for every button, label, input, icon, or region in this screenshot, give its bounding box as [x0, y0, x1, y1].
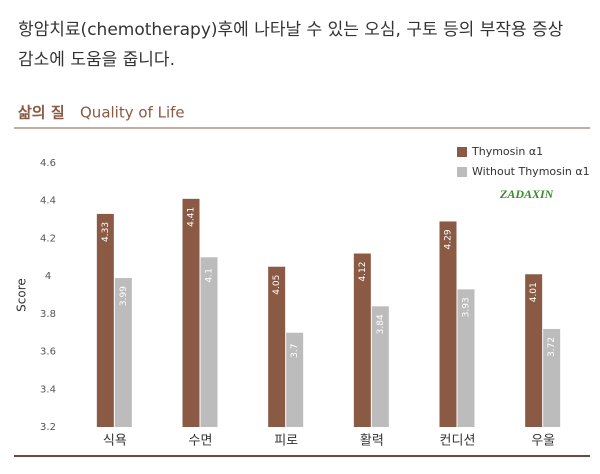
bar [268, 266, 286, 427]
bar [114, 278, 132, 427]
x-tick-label: 피로 [274, 434, 298, 449]
data-label: 4.33 [101, 222, 111, 242]
legend-swatch [457, 167, 467, 177]
data-label: 3.93 [462, 297, 472, 317]
data-label: 3.7 [290, 344, 300, 358]
data-label: 4.29 [444, 229, 454, 249]
y-tick-label: 3.2 [40, 422, 56, 433]
bar [371, 306, 389, 427]
header-line: 감소에 도움을 줍니다. [18, 50, 175, 70]
section-title-en: Quality of Life [80, 104, 185, 122]
x-tick-label: 우울 [531, 434, 555, 449]
data-label: 4.12 [358, 261, 368, 281]
legend-swatch [457, 147, 467, 157]
section-title: 삶의 질 [18, 104, 65, 122]
data-label: 4.01 [529, 282, 539, 302]
bar [353, 253, 371, 427]
y-tick-label: 4.6 [40, 158, 56, 169]
bar [439, 221, 457, 427]
data-label: 4.1 [205, 268, 215, 282]
data-label: 3.99 [119, 286, 129, 306]
data-label: 4.41 [187, 207, 197, 227]
data-label: 4.05 [272, 275, 282, 295]
header-line: 항암치료(chemotherapy)후에 나타날 수 있는 오심, 구토 등의 … [18, 20, 564, 40]
y-tick-label: 3.8 [40, 309, 56, 320]
data-label: 3.84 [376, 314, 386, 334]
legend-label: Without Thymosin α1 [472, 165, 590, 178]
y-axis-label: Score [15, 278, 29, 312]
x-tick-label: 컨디션 [440, 434, 476, 449]
bar [96, 213, 114, 427]
y-tick-label: 3.6 [40, 347, 56, 358]
x-tick-label: 식욕 [103, 434, 127, 449]
y-tick-label: 4.2 [40, 233, 56, 244]
bar [525, 274, 543, 427]
bar [457, 289, 475, 427]
y-tick-label: 4.4 [40, 196, 56, 207]
bar [543, 328, 561, 427]
y-tick-label: 3.4 [40, 384, 56, 395]
legend-label: Thymosin α1 [471, 145, 543, 158]
x-tick-label: 수면 [189, 434, 213, 449]
bar [182, 198, 200, 427]
data-label: 3.72 [547, 337, 557, 357]
bar [200, 257, 218, 427]
logo: ZADAXIN [499, 187, 555, 201]
bar [286, 332, 304, 427]
x-tick-label: 활력 [360, 434, 384, 449]
y-tick-label: 4 [45, 271, 51, 282]
